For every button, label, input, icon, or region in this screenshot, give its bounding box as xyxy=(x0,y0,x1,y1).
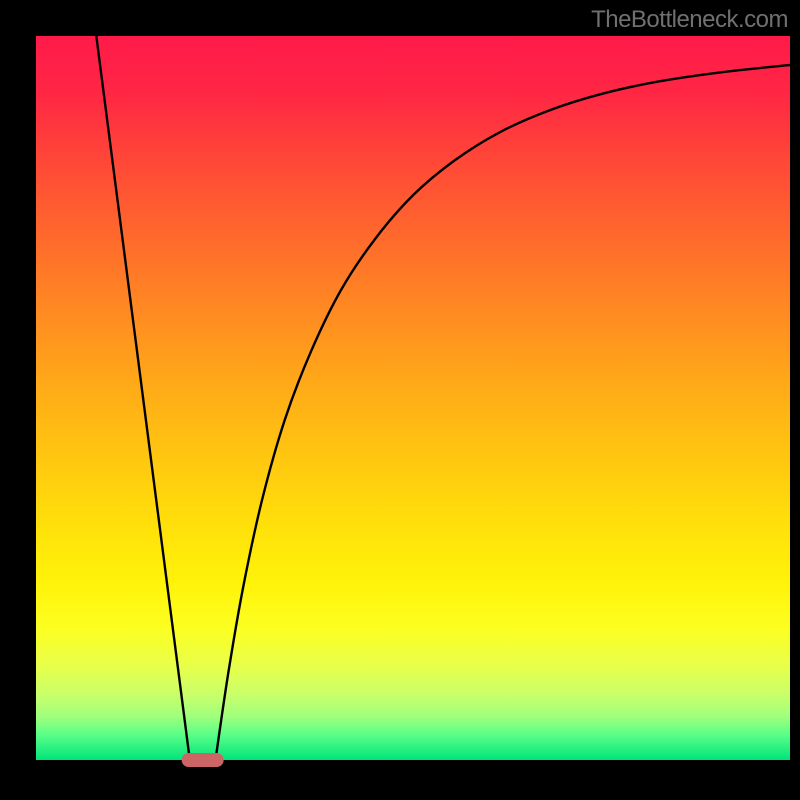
watermark-text: TheBottleneck.com xyxy=(591,6,788,34)
bottleneck-chart xyxy=(0,0,800,800)
gradient-background xyxy=(36,36,790,760)
chart-container: TheBottleneck.com xyxy=(0,0,800,800)
optimal-marker xyxy=(182,753,224,767)
